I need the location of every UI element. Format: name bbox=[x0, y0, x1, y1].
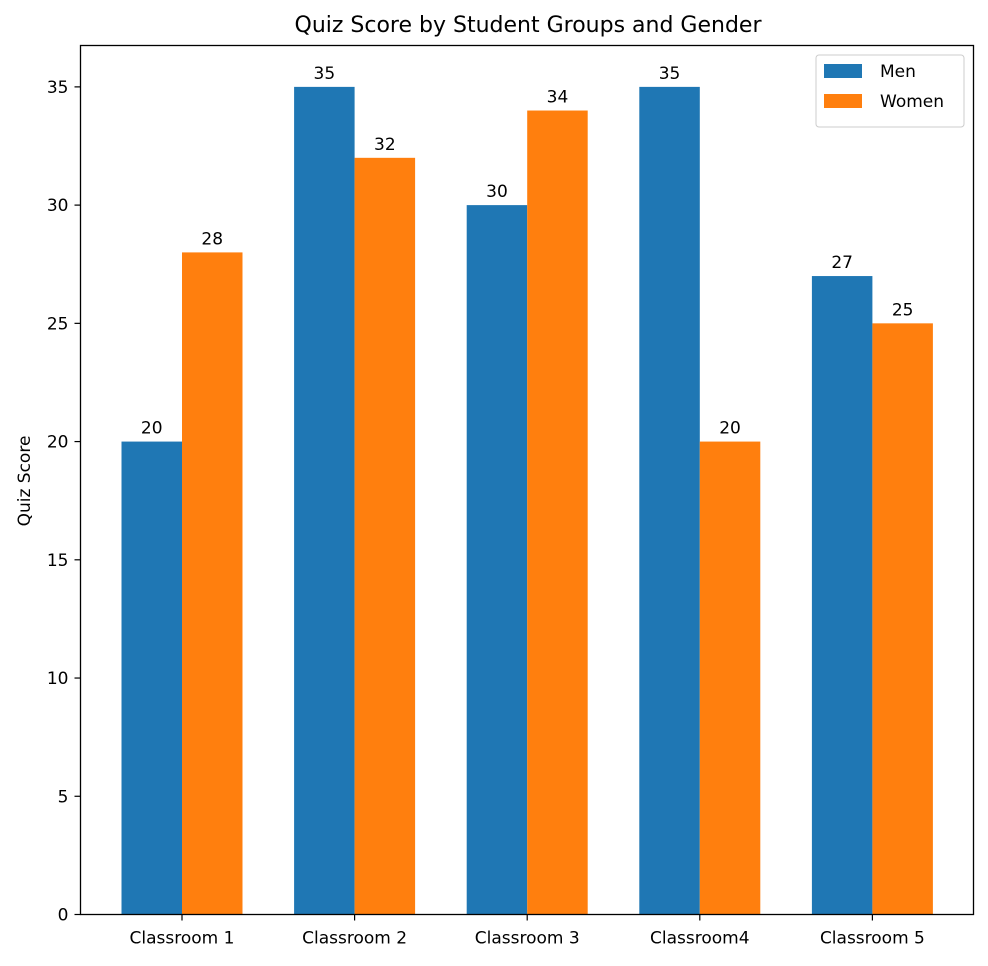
x-tick-label: Classroom 1 bbox=[130, 929, 235, 949]
y-tick-label: 5 bbox=[58, 787, 69, 807]
y-axis-title: Quiz Score bbox=[15, 436, 35, 527]
bar-men-2 bbox=[294, 86, 355, 915]
bars-layer bbox=[121, 86, 933, 915]
data-labels-layer: 20 28 35 32 30 34 35 20 27 25 bbox=[141, 64, 914, 439]
y-tick-label: 25 bbox=[47, 314, 69, 334]
data-label-men-2: 35 bbox=[314, 64, 336, 84]
y-tick-label: 20 bbox=[47, 433, 69, 453]
legend: Men Women bbox=[815, 54, 965, 128]
bar-men-4 bbox=[639, 86, 700, 915]
data-label-women-5: 25 bbox=[892, 300, 914, 320]
bar-men-3 bbox=[466, 205, 528, 915]
data-label-men-1: 20 bbox=[141, 419, 163, 439]
data-label-women-4: 20 bbox=[719, 419, 741, 439]
legend-swatch-women bbox=[824, 94, 862, 108]
data-label-men-3: 30 bbox=[486, 182, 508, 202]
data-label-women-2: 32 bbox=[374, 135, 396, 155]
bar-women-5 bbox=[872, 323, 933, 915]
data-label-women-1: 28 bbox=[201, 229, 223, 249]
y-tick-label: 0 bbox=[58, 906, 69, 926]
data-label-men-4: 35 bbox=[659, 64, 681, 84]
data-label-men-5: 27 bbox=[831, 253, 853, 273]
bar-women-3 bbox=[527, 110, 588, 915]
x-axis: Classroom 1 Classroom 2 Classroom 3 Classro… bbox=[130, 914, 925, 949]
y-axis: 0 5 10 15 20 25 30 35 bbox=[47, 78, 81, 926]
chart-title: Quiz Score by Student Groups and Gender bbox=[295, 13, 763, 38]
x-tick-label: Classroom 5 bbox=[820, 929, 925, 949]
y-tick-label: 10 bbox=[47, 669, 69, 689]
x-tick-label: Classroom4 bbox=[650, 929, 750, 949]
data-label-women-3: 34 bbox=[547, 88, 569, 108]
bar-women-4 bbox=[699, 441, 761, 915]
plot-area-frame bbox=[79, 44, 975, 916]
legend-label-women: Women bbox=[880, 92, 944, 112]
legend-swatch-men bbox=[824, 64, 862, 78]
bar-women-2 bbox=[354, 157, 416, 915]
y-tick-label: 35 bbox=[47, 78, 69, 98]
bar-men-1 bbox=[121, 441, 182, 915]
y-tick-label: 30 bbox=[47, 196, 69, 216]
bar-women-1 bbox=[182, 252, 243, 915]
legend-label-men: Men bbox=[880, 62, 916, 82]
bar-men-5 bbox=[811, 276, 873, 915]
y-tick-label: 15 bbox=[47, 551, 69, 571]
x-tick-label: Classroom 3 bbox=[475, 929, 580, 949]
x-tick-label: Classroom 2 bbox=[302, 929, 407, 949]
